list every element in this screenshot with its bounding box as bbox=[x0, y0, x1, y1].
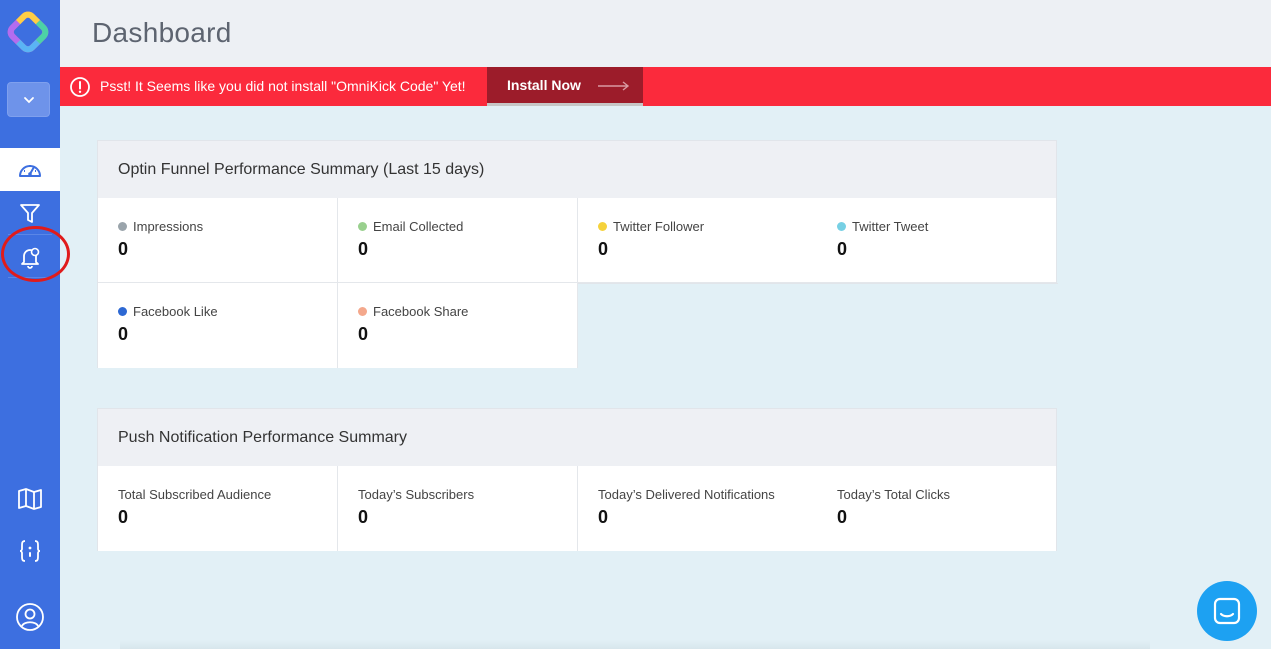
stat-label: Facebook Share bbox=[373, 304, 469, 319]
card-title: Push Notification Performance Summary bbox=[118, 429, 407, 446]
stat-label: Email Collected bbox=[373, 219, 464, 234]
sidebar-item-account[interactable] bbox=[0, 595, 60, 638]
legend-dot bbox=[358, 222, 367, 231]
stat-total-subscribed-audience: Total Subscribed Audience 0 bbox=[98, 466, 338, 551]
stat-value: 0 bbox=[598, 507, 609, 527]
card-header: Push Notification Performance Summary bbox=[98, 409, 1056, 467]
page-title: Dashboard bbox=[92, 17, 232, 48]
book-icon bbox=[18, 487, 42, 510]
stat-todays-delivered-notifications: Today’s Delivered Notifications 0 bbox=[578, 466, 818, 551]
code-braces-icon bbox=[19, 539, 41, 562]
funnel-icon bbox=[20, 203, 40, 223]
empty-area bbox=[578, 283, 1058, 369]
stat-email-collected: Email Collected 0 bbox=[338, 198, 578, 283]
stat-label: Twitter Tweet bbox=[852, 219, 929, 234]
legend-dot bbox=[118, 222, 127, 231]
stat-label: Impressions bbox=[133, 219, 204, 234]
stat-label: Facebook Like bbox=[133, 304, 218, 319]
page-header: Dashboard bbox=[60, 0, 1271, 67]
stat-todays-subscribers: Today’s Subscribers 0 bbox=[338, 466, 578, 551]
bell-icon bbox=[21, 247, 40, 269]
stat-facebook-share: Facebook Share 0 bbox=[338, 283, 578, 368]
user-icon bbox=[16, 602, 44, 631]
stat-value: 0 bbox=[358, 507, 369, 527]
stat-value: 0 bbox=[118, 239, 129, 259]
stat-twitter-tweet: Twitter Tweet 0 bbox=[817, 198, 1056, 283]
sidebar-divider bbox=[8, 234, 52, 235]
stat-label: Today’s Subscribers bbox=[358, 487, 475, 502]
sidebar-item-code[interactable] bbox=[0, 529, 60, 572]
stat-value: 0 bbox=[358, 324, 369, 344]
stat-label: Today’s Total Clicks bbox=[837, 487, 950, 502]
stat-twitter-follower: Twitter Follower 0 bbox=[578, 198, 818, 283]
stat-value: 0 bbox=[837, 239, 848, 259]
legend-dot bbox=[837, 222, 846, 231]
dashboard-icon bbox=[19, 164, 41, 177]
sidebar bbox=[0, 0, 70, 649]
legend-dot bbox=[358, 307, 367, 316]
arrow-right-icon bbox=[598, 81, 630, 91]
stat-value: 0 bbox=[358, 239, 369, 259]
chat-launcher-button[interactable] bbox=[1197, 581, 1257, 641]
sidebar-item-docs[interactable] bbox=[0, 477, 60, 520]
stat-value: 0 bbox=[118, 324, 129, 344]
sidebar-item-funnels[interactable] bbox=[0, 191, 60, 234]
optin-funnel-summary-card: Optin Funnel Performance Summary (Last 1… bbox=[97, 140, 1057, 368]
chevron-down-icon bbox=[23, 96, 34, 103]
stat-value: 0 bbox=[837, 507, 848, 527]
alert-circle-icon bbox=[70, 77, 90, 97]
install-alert-banner: Psst! It Seems like you did not install … bbox=[60, 67, 1271, 106]
push-notification-summary-card: Push Notification Performance Summary To… bbox=[97, 408, 1057, 551]
stat-todays-total-clicks: Today’s Total Clicks 0 bbox=[817, 466, 1056, 551]
install-now-label: Install Now bbox=[507, 77, 581, 93]
stat-label: Total Subscribed Audience bbox=[118, 487, 272, 502]
legend-dot bbox=[118, 307, 127, 316]
app-logo-icon[interactable] bbox=[7, 11, 49, 53]
stat-label: Twitter Follower bbox=[613, 219, 705, 234]
card-header: Optin Funnel Performance Summary (Last 1… bbox=[98, 141, 1056, 199]
legend-dot bbox=[598, 222, 607, 231]
stat-value: 0 bbox=[598, 239, 609, 259]
stat-value: 0 bbox=[118, 507, 129, 527]
chat-icon bbox=[1213, 597, 1241, 625]
stat-impressions: Impressions 0 bbox=[98, 198, 338, 283]
page-footer-shadow bbox=[120, 640, 1150, 649]
card-title: Optin Funnel Performance Summary (Last 1… bbox=[118, 161, 485, 178]
project-dropdown[interactable] bbox=[7, 82, 50, 117]
install-now-button[interactable]: Install Now bbox=[487, 67, 643, 106]
stat-facebook-like: Facebook Like 0 bbox=[98, 283, 338, 368]
sidebar-item-push-notifications[interactable] bbox=[0, 235, 60, 278]
stat-label: Today’s Delivered Notifications bbox=[598, 487, 775, 502]
sidebar-item-dashboard[interactable] bbox=[0, 148, 60, 191]
alert-message: Psst! It Seems like you did not install … bbox=[100, 78, 466, 94]
sidebar-divider bbox=[8, 277, 52, 278]
